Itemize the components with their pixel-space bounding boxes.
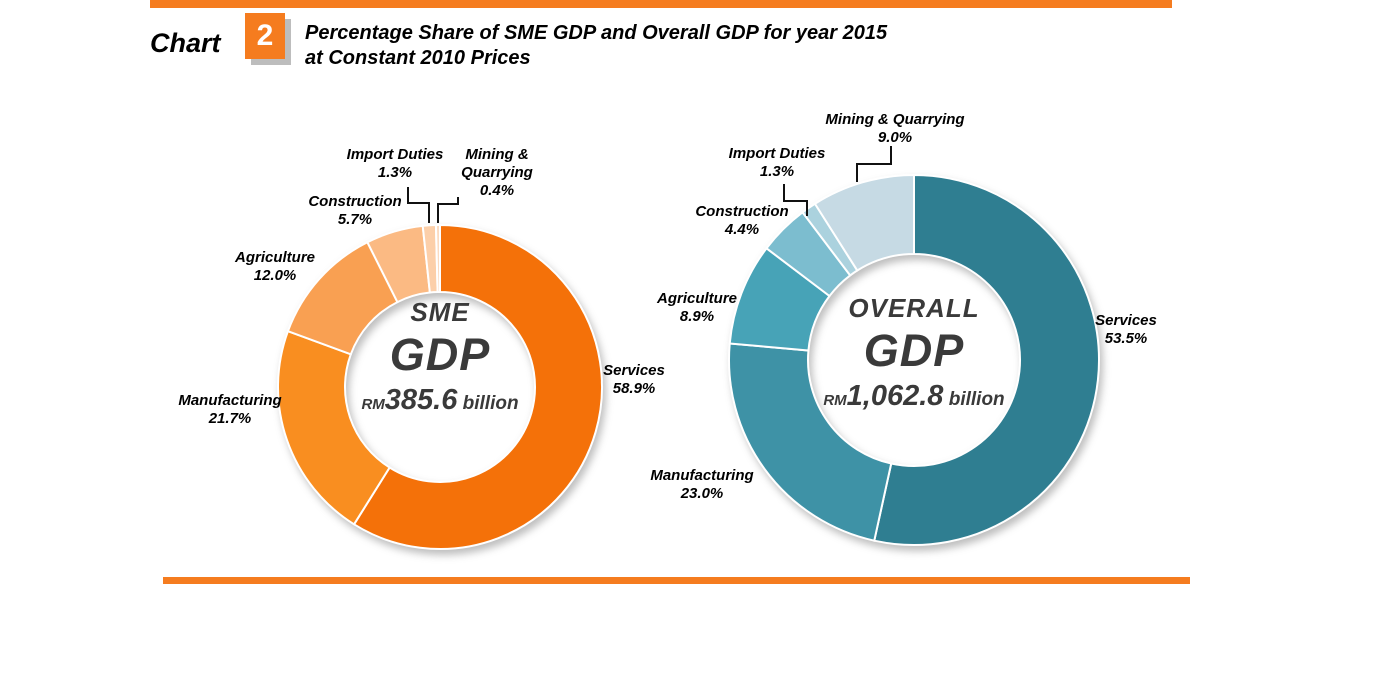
overall-center-text: OVERALL GDP RM1,062.8 billion	[823, 295, 1004, 411]
slice-services	[352, 223, 603, 550]
chart-number-badge: 2	[245, 13, 285, 59]
overall-amount: 1,062.8	[846, 380, 944, 412]
sme-label-import-duties: Import Duties 1.3%	[347, 146, 444, 182]
label-name: Manufacturing	[650, 467, 754, 484]
chart-number: 2	[256, 19, 274, 52]
label-name: Construction	[695, 203, 789, 220]
sme-label-agriculture: Agriculture 12.0%	[235, 249, 315, 285]
overall-label-construction: Construction 4.4%	[695, 203, 788, 239]
slice-mining-quarrying	[434, 223, 441, 294]
sme-center-text: SME GDP RM385.6 billion	[361, 299, 518, 415]
label-name: Manufacturing	[178, 392, 282, 409]
title-line-2: at Constant 2010 Prices	[305, 47, 531, 69]
label-name: Import Duties	[728, 145, 826, 162]
sme-center-value: RM385.6 billion	[361, 386, 518, 415]
overall-label-agriculture: Agriculture 8.9%	[657, 290, 737, 326]
overall-label-import-duties: Import Duties 1.3%	[729, 145, 826, 181]
overall-unit-word: billion	[948, 389, 1005, 410]
slice-manufacturing	[277, 329, 391, 526]
sme-center-main: GDP	[389, 329, 491, 380]
top-accent-bar	[150, 0, 1172, 8]
label-name: Quarrying	[461, 164, 533, 181]
title-line-1: Percentage Share of SME GDP and Overall …	[305, 22, 888, 44]
label-pct: 1.3%	[759, 163, 795, 180]
overall-currency: RM	[823, 392, 847, 409]
overall-center-value: RM1,062.8 billion	[823, 382, 1004, 411]
sme-label-construction: Construction 5.7%	[308, 193, 401, 229]
overall-center-top: OVERALL	[848, 293, 980, 323]
leader-overall-import-duties	[783, 184, 808, 216]
page-title: Percentage Share of SME GDP and Overall …	[305, 21, 887, 71]
leader-sme-import-duties	[407, 187, 430, 223]
label-name: Services	[1095, 312, 1157, 329]
label-name: Agriculture	[234, 249, 316, 266]
sme-label-services: Services 58.9%	[603, 362, 665, 398]
overall-label-manufacturing: Manufacturing 23.0%	[650, 467, 753, 503]
label-pct: 53.5%	[1104, 330, 1148, 347]
label-pct: 12.0%	[253, 267, 297, 284]
label-pct: 58.9%	[612, 380, 656, 397]
bottom-accent-bar	[163, 577, 1190, 584]
overall-center-main: GDP	[863, 325, 965, 376]
label-name: Services	[603, 362, 665, 379]
sme-unit-word: billion	[462, 393, 519, 414]
slice-manufacturing	[728, 342, 893, 542]
sme-amount: 385.6	[384, 384, 458, 416]
slice-mining-quarrying	[813, 173, 915, 272]
label-name: Agriculture	[656, 290, 738, 307]
overall-label-services: Services 53.5%	[1095, 312, 1157, 348]
overall-gdp-donut	[728, 173, 1100, 546]
chart-label: Chart	[150, 28, 221, 58]
slice-services	[873, 173, 1100, 546]
sme-label-mining: Mining & Quarrying 0.4%	[461, 146, 533, 200]
sme-gdp-donut	[277, 223, 603, 550]
sme-label-manufacturing: Manufacturing 21.7%	[178, 392, 281, 428]
label-name: Construction	[308, 193, 402, 210]
label-pct: 1.3%	[377, 164, 413, 181]
leader-overall-mining	[856, 146, 892, 182]
sme-center-top: SME	[410, 297, 470, 327]
label-name: Mining & Quarrying	[825, 111, 965, 128]
label-pct: 9.0%	[877, 129, 913, 146]
leader-sme-mining	[437, 197, 459, 223]
label-pct: 4.4%	[724, 221, 760, 238]
label-pct: 8.9%	[679, 308, 715, 325]
sme-currency: RM	[361, 396, 385, 413]
label-name: Import Duties	[346, 146, 444, 163]
label-pct: 0.4%	[479, 182, 515, 199]
overall-label-mining: Mining & Quarrying 9.0%	[825, 111, 964, 147]
label-pct: 23.0%	[680, 485, 724, 502]
label-name: Mining &	[465, 146, 529, 163]
label-pct: 5.7%	[337, 211, 373, 228]
label-pct: 21.7%	[208, 410, 252, 427]
